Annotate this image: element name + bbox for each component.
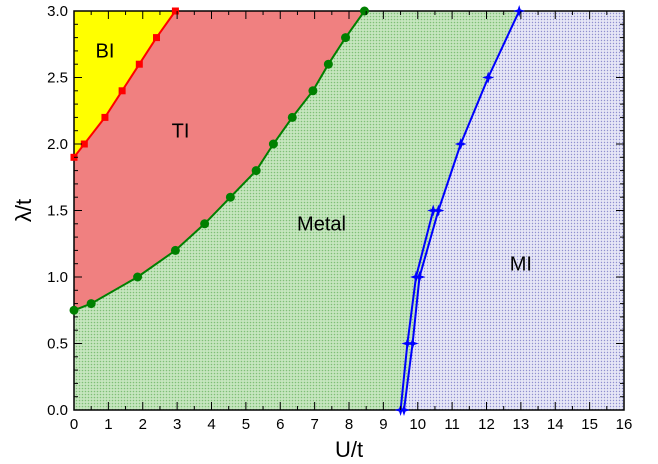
x-tick-label: 3 (173, 416, 181, 433)
data-point (80, 140, 88, 148)
phase-regions (74, 11, 624, 410)
x-tick-label: 7 (310, 416, 318, 433)
data-point (200, 219, 210, 229)
data-point (268, 139, 278, 149)
x-tick-label: 8 (345, 416, 353, 433)
y-axis-title: λ/t (11, 199, 36, 222)
phase-boundaries (69, 5, 526, 416)
data-point (101, 113, 109, 121)
data-point (308, 86, 318, 96)
data-point (69, 305, 79, 315)
data-point (359, 6, 369, 16)
x-tick-label: 16 (616, 416, 633, 433)
x-tick-label: 10 (409, 416, 426, 433)
y-tick-label: 3.0 (47, 3, 68, 20)
region-label: Metal (297, 213, 346, 235)
y-tick-label: 2.5 (47, 70, 68, 87)
x-tick-label: 1 (104, 416, 112, 433)
x-tick-label: 2 (139, 416, 147, 433)
x-tick-label: 13 (513, 416, 530, 433)
y-tick-label: 0.5 (47, 336, 68, 353)
y-tick-label: 0.0 (47, 402, 68, 419)
region-label: BI (95, 41, 114, 63)
data-point (401, 337, 414, 350)
data-point (341, 33, 351, 43)
data-point (410, 271, 422, 283)
region-label: TI (172, 120, 190, 142)
axes: 0 1 2 3 4 5 6 7 8 9 10 11 12 13 14 15 160.00.51.01.52.02… (11, 3, 632, 462)
data-point (170, 245, 180, 255)
x-tick-label: 0 (70, 416, 78, 433)
data-point (398, 404, 410, 416)
data-point (513, 5, 526, 17)
data-point (251, 166, 261, 176)
region-ti (74, 11, 365, 311)
x-tick-label: 11 (444, 416, 460, 433)
x-tick-label: 5 (242, 416, 250, 433)
x-tick-label: 9 (379, 416, 387, 433)
x-tick-label: 15 (581, 416, 598, 433)
data-point (153, 34, 160, 42)
y-tick-label: 2.0 (47, 136, 68, 153)
y-tick-label: 1.0 (47, 269, 68, 286)
data-point (86, 299, 96, 309)
series-1 (69, 6, 369, 315)
series-line (400, 10, 521, 411)
data-point (454, 138, 467, 150)
x-axis-title: U/t (335, 437, 363, 462)
data-point (323, 59, 333, 69)
data-point (118, 87, 126, 95)
x-tick-label: 4 (207, 416, 215, 433)
x-tick-label: 12 (478, 416, 495, 433)
y-tick-label: 1.5 (47, 203, 68, 220)
data-point (171, 7, 179, 15)
data-point (427, 204, 440, 217)
data-point (225, 192, 235, 202)
data-point (482, 71, 495, 84)
region-labels: BI TI Metal MI (95, 41, 532, 276)
x-tick-label: 14 (547, 416, 564, 433)
x-tick-label: 6 (276, 416, 284, 433)
region-mi (404, 11, 624, 410)
data-point (135, 60, 143, 68)
data-point (287, 112, 297, 122)
region-label: MI (510, 253, 532, 275)
data-point (133, 272, 143, 282)
region-metal (74, 11, 520, 410)
